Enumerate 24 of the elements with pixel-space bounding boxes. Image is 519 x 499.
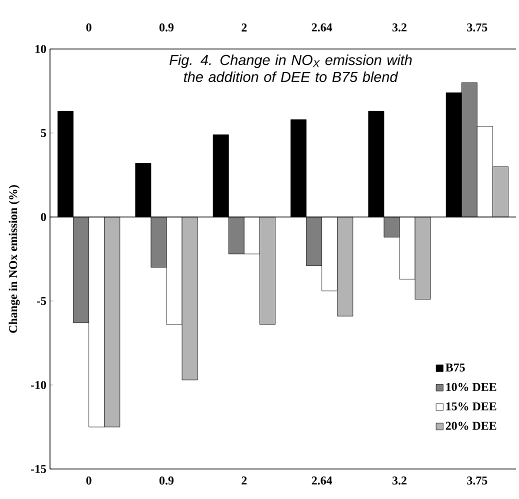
y-tick-label: 0 [40,212,46,222]
y-tick-label: -5 [36,297,46,305]
y-axis-title: Change in NOx emission (%) [8,185,20,333]
chart-title: Fig. 4. Change in NO$_{X}$ emission with the addition of DEE to B75 blend [170,54,412,82]
x-tick-label: 3.75 [467,476,488,485]
y-tick-label: 10 [35,44,46,54]
category-label: 2 [242,24,247,32]
category-label: 3.2 [392,23,406,32]
y-tick-label: 5 [40,129,46,137]
x-tick-label: 2 [242,476,247,484]
y-tick-label: -15 [30,464,46,473]
legend-label: 15% DEE [446,402,496,410]
legend-label: 10% DEE [446,382,496,392]
x-tick-label: 0.9 [159,476,174,485]
x-tick-label: 2.64 [312,476,332,485]
category-label: 2.64 [312,23,332,32]
x-tick-label: 3.2 [392,476,406,485]
category-label: 0.9 [159,23,174,32]
legend-label: 20% DEE [446,422,496,430]
y-tick-label: -10 [30,380,46,390]
x-tick-label: 0 [86,476,92,485]
category-label: 0 [86,23,92,32]
legend-label: B75 [446,364,465,372]
category-label: 3.75 [467,23,488,32]
